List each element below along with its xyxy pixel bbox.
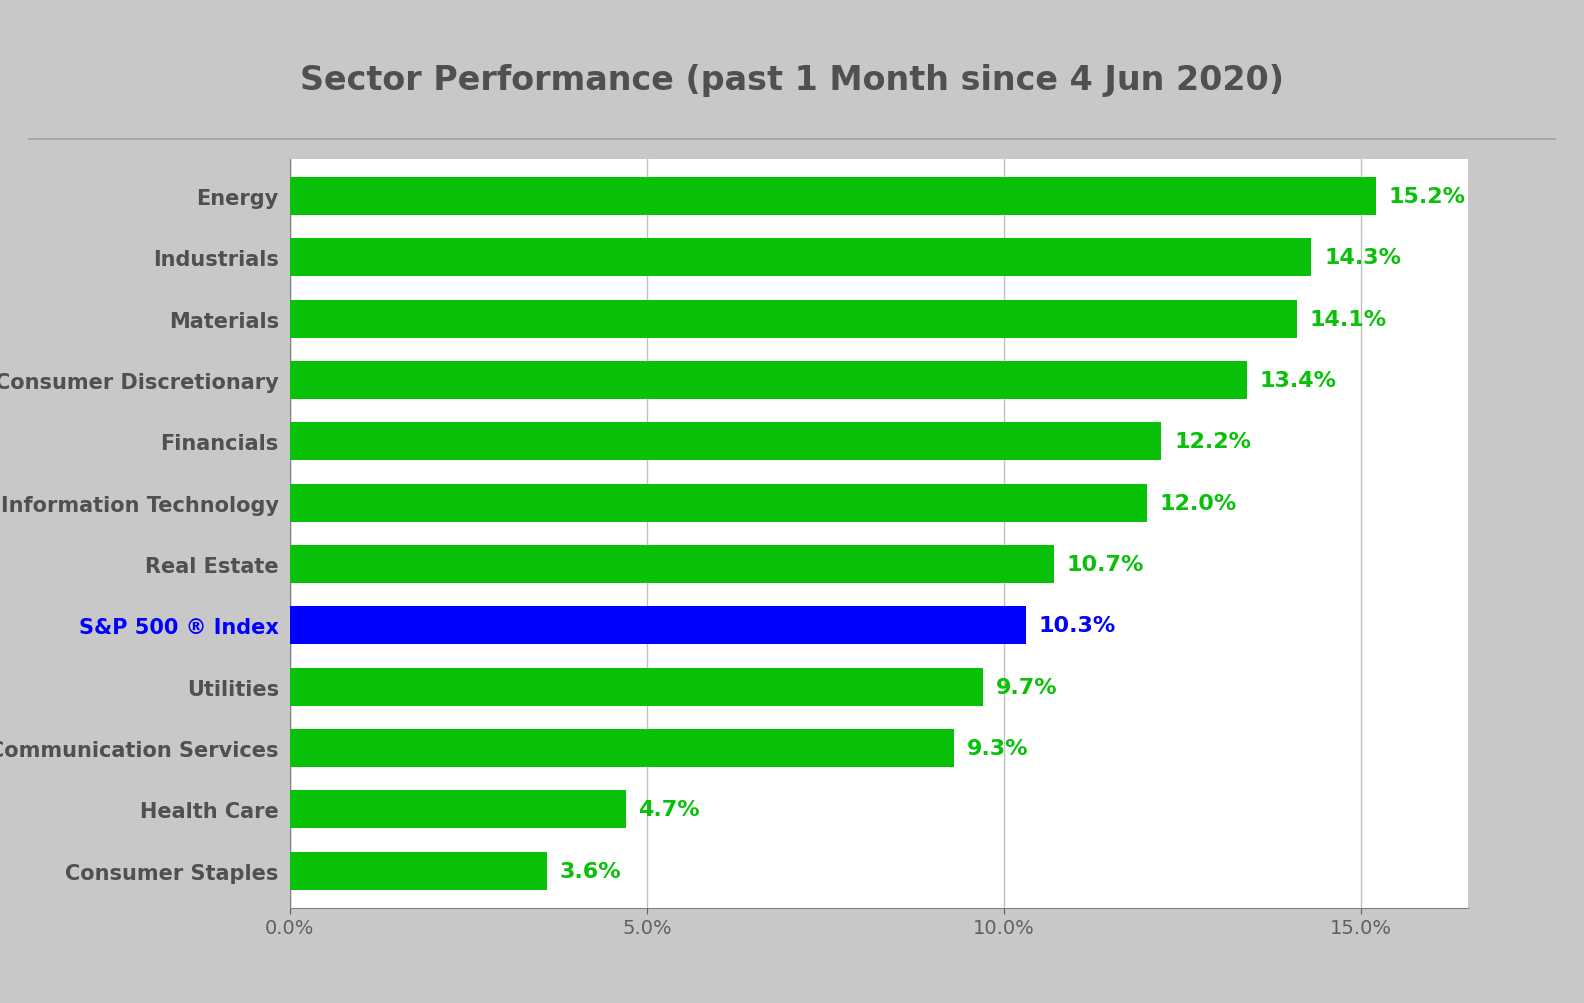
Bar	[290, 668, 982, 706]
Text: 10.7%: 10.7%	[1068, 555, 1144, 575]
Bar	[290, 729, 954, 767]
Bar	[290, 300, 1297, 338]
Bar	[290, 852, 546, 890]
Text: 10.3%: 10.3%	[1039, 616, 1115, 636]
Bar	[290, 484, 1147, 523]
Text: 12.2%: 12.2%	[1174, 432, 1251, 451]
Text: 15.2%: 15.2%	[1388, 187, 1465, 207]
Text: 4.7%: 4.7%	[638, 799, 700, 819]
Text: 3.6%: 3.6%	[559, 861, 621, 881]
Text: 13.4%: 13.4%	[1259, 370, 1337, 390]
Bar	[290, 546, 1053, 584]
Text: 12.0%: 12.0%	[1159, 493, 1237, 514]
Text: Sector Performance (past 1 Month since 4 Jun 2020): Sector Performance (past 1 Month since 4…	[299, 64, 1285, 97]
Bar	[290, 607, 1025, 645]
Bar	[290, 361, 1247, 399]
Text: 9.7%: 9.7%	[995, 677, 1057, 697]
Text: 14.1%: 14.1%	[1310, 309, 1388, 329]
Bar	[290, 423, 1161, 460]
Bar	[290, 178, 1375, 216]
Bar	[290, 790, 626, 828]
Text: 14.3%: 14.3%	[1324, 248, 1402, 268]
Text: 9.3%: 9.3%	[966, 738, 1028, 758]
Bar	[290, 239, 1312, 277]
